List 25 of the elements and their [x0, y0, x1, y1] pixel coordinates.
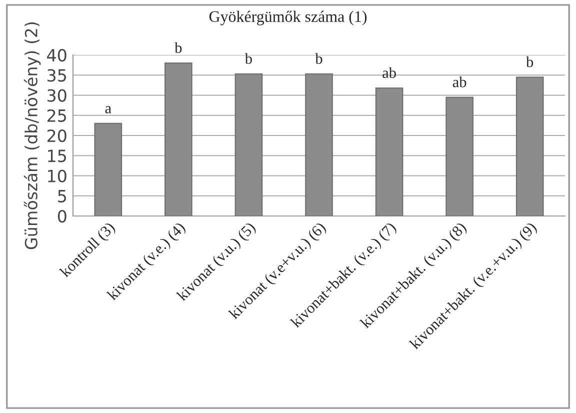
y-tick-label: 40 [47, 48, 66, 62]
y-tick-label: 10 [48, 170, 66, 182]
bar [446, 96, 474, 216]
bar [516, 76, 544, 216]
annotation: b [174, 42, 182, 53]
annotation: b [315, 53, 322, 64]
y-tick-label: 0 [58, 210, 66, 223]
y-tick-label: 25 [47, 109, 66, 122]
bar [375, 87, 404, 216]
y-tick-label: 30 [48, 89, 66, 102]
annotation: a [105, 106, 112, 114]
bar [234, 73, 263, 216]
y-tick-label: 5 [58, 190, 66, 202]
y-axis-title: Gümőszám (db/növény) (2) [24, 22, 41, 250]
bar [305, 73, 333, 216]
annotation: ab [382, 67, 396, 78]
y-tick-label: 15 [48, 150, 66, 162]
chart-title: Gyökérgümők száma (1) [209, 10, 367, 26]
y-tick-label: 20 [47, 129, 66, 142]
y-tick-label: 35 [48, 69, 66, 82]
annotation: b [526, 56, 534, 68]
annotation: b [244, 53, 252, 64]
bar [164, 62, 192, 216]
bar [94, 122, 122, 216]
annotation: ab [452, 76, 466, 88]
